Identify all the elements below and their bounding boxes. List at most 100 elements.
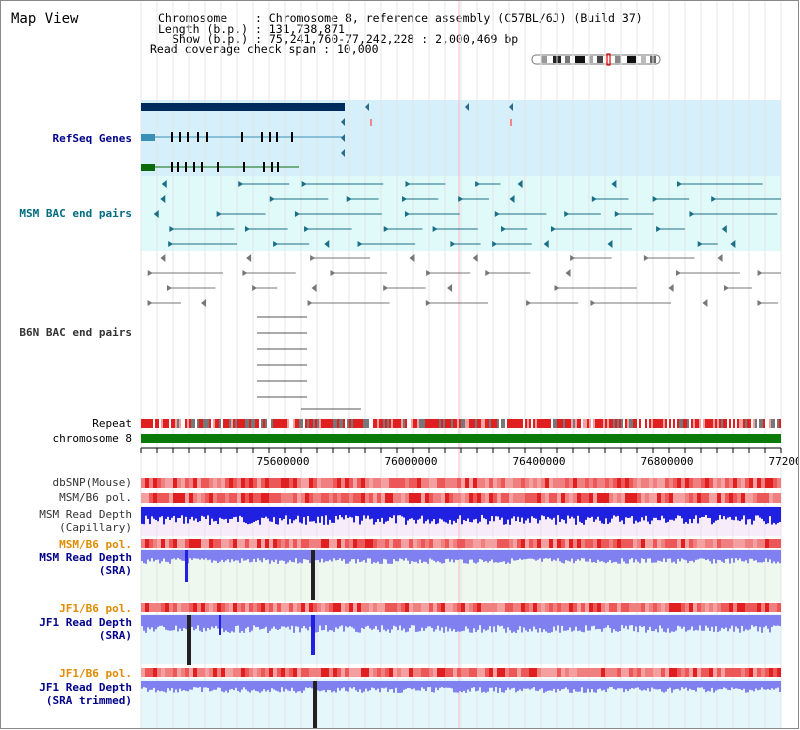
jf1-pol2-cell xyxy=(205,668,209,677)
dbsnp-cell xyxy=(669,478,673,488)
repeat-segment xyxy=(591,419,593,428)
msm-pol2-cell xyxy=(373,539,377,548)
jf1-sra-depth xyxy=(379,615,381,633)
jf1-pol-cell xyxy=(549,603,553,612)
jf1-trim-depth xyxy=(239,681,241,693)
jf1-trim-depth xyxy=(161,681,163,691)
msm-cap-depth xyxy=(755,507,757,516)
msm-pol-cell xyxy=(657,493,661,503)
repeat-segment xyxy=(491,419,493,428)
repeat-segment xyxy=(617,419,619,428)
msm-sra-depth xyxy=(401,550,403,560)
jf1-pol2-cell xyxy=(229,668,233,677)
msm-cap-depth xyxy=(625,507,627,518)
msm-b6-pol-sra-label: MSM/B6 pol. xyxy=(59,538,132,551)
repeat-segment xyxy=(779,419,781,428)
jf1-trim-depth xyxy=(457,681,459,693)
msm-pol2-cell xyxy=(269,539,273,548)
b6n-bac-label: B6N BAC end pairs xyxy=(19,326,132,339)
repeat-segment xyxy=(483,419,485,428)
msm-sra-depth xyxy=(337,550,339,560)
msm-sra-depth xyxy=(581,550,583,559)
jf1-pol-cell xyxy=(365,603,369,612)
repeat-segment xyxy=(589,419,591,428)
jf1-trim-depth xyxy=(603,681,605,690)
msm-cap-depth xyxy=(609,507,611,523)
jf1-trim-depth xyxy=(385,681,387,688)
jf1-sra-depth xyxy=(255,615,257,628)
jf1-pol-cell xyxy=(729,603,733,612)
jf1-pol2-cell xyxy=(397,668,401,677)
jf1-pol2-cell xyxy=(233,668,237,677)
dbsnp-cell xyxy=(737,478,741,488)
msm-sra-depth xyxy=(279,550,281,561)
msm-cap-depth xyxy=(507,507,509,520)
jf1-sra-depth xyxy=(503,615,505,629)
msm-sra-depth xyxy=(301,550,303,564)
jf1-sra-depth xyxy=(471,615,473,633)
msm-cap-depth xyxy=(161,507,163,517)
msm-pol-cell xyxy=(549,493,553,503)
msm-cap-depth xyxy=(689,507,691,519)
msm-bac-end xyxy=(494,211,500,217)
msm-cap-depth xyxy=(651,507,653,521)
msm-pol-cell xyxy=(349,493,353,503)
repeat-segment xyxy=(307,419,309,428)
jf1-sra-depth xyxy=(305,615,307,629)
msm-cap-depth xyxy=(493,507,495,522)
jf1-sra-depth xyxy=(309,615,311,627)
msm-sra-depth xyxy=(257,550,259,559)
msm-sra-depth xyxy=(163,550,165,559)
msm-cap-depth xyxy=(749,507,751,520)
jf1-sra-depth xyxy=(215,615,217,626)
jf1-pol2-cell xyxy=(321,668,325,677)
repeat-segment xyxy=(447,419,449,428)
jf1-pol2-cell xyxy=(365,668,369,677)
msm-pol-cell xyxy=(593,493,597,503)
jf1-trim-depth xyxy=(523,681,525,689)
jf1-sra-depth xyxy=(711,615,713,627)
dbsnp-cell xyxy=(545,478,549,488)
dbsnp-cell xyxy=(749,478,753,488)
jf1-sra-depth xyxy=(195,615,197,629)
msm-pol2-cell xyxy=(605,539,609,548)
msm-sra-depth xyxy=(393,550,395,560)
msm-bac-end xyxy=(383,226,389,232)
msm-sra-depth xyxy=(639,550,641,564)
jf1-trim-depth xyxy=(223,681,225,693)
msm-pol-cell xyxy=(405,493,409,503)
jf1-trim-depth xyxy=(249,681,251,693)
msm-cap-depth xyxy=(571,507,573,517)
msm-cap-depth xyxy=(471,507,473,523)
msm-bac-end xyxy=(721,225,727,233)
msm-sra-depth xyxy=(519,550,521,559)
dbsnp-cell xyxy=(225,478,229,488)
msm-cap-depth xyxy=(423,507,425,524)
jf1-pol-cell xyxy=(369,603,373,612)
msm-sra-depth xyxy=(427,550,429,564)
repeat-segment xyxy=(187,419,189,428)
msm-sra-depth xyxy=(531,550,533,559)
repeat-segment xyxy=(269,419,271,428)
repeat-segment xyxy=(513,419,515,428)
gene-arrow xyxy=(341,134,345,142)
msm-sra-depth xyxy=(215,550,217,561)
repeat-segment xyxy=(233,419,235,428)
jf1-pol2-cell xyxy=(221,668,225,677)
jf1-sra-depth xyxy=(433,615,435,632)
repeat-segment xyxy=(459,419,461,428)
msm-sra-depth xyxy=(161,550,163,562)
repeat-segment xyxy=(719,419,721,428)
msm-pol2-cell xyxy=(449,539,453,548)
msm-pol2-cell xyxy=(557,539,561,548)
jf1-sra-depth xyxy=(451,615,453,632)
msm-cap-depth xyxy=(317,507,319,517)
repeat-segment xyxy=(289,419,291,428)
repeat-segment xyxy=(359,419,361,428)
repeat-segment xyxy=(461,419,463,428)
jf1-sra-depth xyxy=(597,615,599,629)
jf1-pol-cell xyxy=(485,603,489,612)
jf1-pol-cell xyxy=(325,603,329,612)
jf1-trim-depth xyxy=(683,681,685,689)
